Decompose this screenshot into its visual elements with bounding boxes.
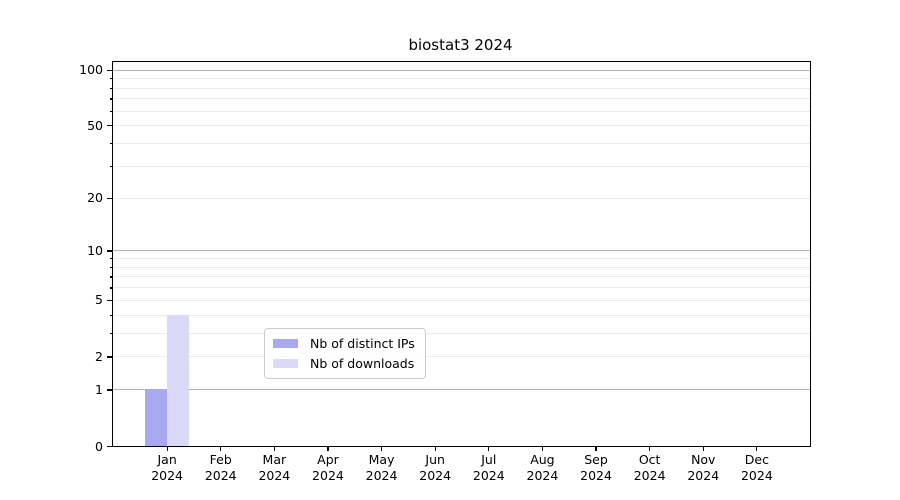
y-tick-label: 100 xyxy=(79,61,103,77)
minor-gridline xyxy=(113,258,810,260)
x-tick-mark xyxy=(327,446,329,451)
y-tick-mark xyxy=(107,250,112,252)
legend: Nb of distinct IPs Nb of downloads xyxy=(264,328,426,379)
minor-gridline xyxy=(113,166,810,167)
bar-distinct-ips-jan xyxy=(144,389,167,446)
x-tick-mark xyxy=(649,446,651,451)
y-minor-tick-mark xyxy=(109,332,112,335)
legend-item-downloads: Nb of downloads xyxy=(273,356,415,371)
y-minor-tick-mark xyxy=(109,166,112,168)
minor-gridline xyxy=(113,356,810,358)
minor-gridline xyxy=(113,314,810,316)
y-minor-tick-mark xyxy=(109,287,112,289)
major-gridline xyxy=(113,250,810,252)
y-minor-tick-mark xyxy=(109,87,112,89)
legend-label: Nb of distinct IPs xyxy=(310,336,415,351)
y-axis: 0 1 2 5 10 20 50 100 xyxy=(0,61,103,451)
x-tick-label: Mar 2024 xyxy=(258,452,291,483)
distinct-ips-swatch xyxy=(273,339,298,348)
x-tick-mark xyxy=(756,446,758,451)
y-minor-tick-mark xyxy=(109,78,112,80)
minor-gridline xyxy=(113,197,810,199)
x-tick-mark xyxy=(273,446,275,451)
minor-gridline xyxy=(113,110,810,112)
minor-gridline xyxy=(113,87,810,89)
y-minor-tick-mark xyxy=(109,314,112,316)
legend-label: Nb of downloads xyxy=(310,356,415,371)
y-tick-mark xyxy=(107,197,112,199)
y-minor-tick-mark xyxy=(109,98,112,100)
x-tick-mark xyxy=(488,446,490,451)
y-minor-tick-mark xyxy=(109,276,112,278)
legend-item-distinct-ips: Nb of distinct IPs xyxy=(273,336,415,351)
plot-area xyxy=(112,61,811,447)
y-tick-label: 0 xyxy=(95,438,103,454)
downloads-swatch xyxy=(273,359,298,368)
x-axis: Jan 2024 Feb 2024 Mar 2024 Apr 2024 May 2024… xyxy=(114,452,811,492)
y-tick-label: 2 xyxy=(95,348,103,364)
y-tick-mark xyxy=(107,125,112,127)
chart-title: biostat3 2024 xyxy=(408,36,513,54)
y-tick-label: 5 xyxy=(95,292,103,308)
y-tick-mark xyxy=(107,69,112,71)
x-tick-mark xyxy=(702,446,704,451)
x-tick-label: Sep 2024 xyxy=(580,452,612,483)
minor-gridline xyxy=(113,78,810,80)
x-tick-mark xyxy=(380,446,383,451)
x-tick-label: Jan 2024 xyxy=(151,452,184,483)
y-tick-label: 10 xyxy=(87,242,103,258)
x-tick-mark xyxy=(220,446,222,451)
x-tick-label: Dec 2024 xyxy=(740,452,773,483)
x-tick-mark xyxy=(595,446,597,451)
minor-gridline xyxy=(113,125,810,127)
x-tick-mark xyxy=(434,446,436,451)
x-tick-mark xyxy=(166,446,168,451)
x-tick-label: Feb 2024 xyxy=(204,452,237,483)
major-gridline xyxy=(113,389,810,391)
minor-gridline xyxy=(113,143,810,145)
y-tick-label: 20 xyxy=(87,190,103,205)
y-minor-tick-mark xyxy=(109,258,112,260)
y-tick-label: 50 xyxy=(87,117,103,133)
major-gridline xyxy=(113,69,810,71)
x-tick-mark xyxy=(541,446,543,451)
y-minor-tick-mark xyxy=(109,143,112,145)
y-tick-mark xyxy=(107,299,112,301)
bar-downloads-jan xyxy=(166,314,189,446)
x-tick-label: May 2024 xyxy=(365,452,398,483)
minor-gridline xyxy=(113,276,810,278)
x-tick-label: Nov 2024 xyxy=(687,452,720,483)
minor-gridline xyxy=(113,332,810,334)
minor-gridline xyxy=(113,266,810,268)
x-tick-label: Aug 2024 xyxy=(526,452,559,483)
y-tick-label: 1 xyxy=(95,381,103,397)
x-tick-label: Apr 2024 xyxy=(312,452,344,483)
x-tick-label: Oct 2024 xyxy=(633,452,666,483)
y-minor-tick-mark xyxy=(109,110,112,112)
y-minor-tick-mark xyxy=(109,266,112,269)
x-tick-label: Jun 2024 xyxy=(419,452,452,483)
minor-gridline xyxy=(113,98,810,100)
minor-gridline xyxy=(113,287,810,289)
y-tick-mark xyxy=(107,356,112,358)
y-tick-mark xyxy=(107,445,112,448)
minor-gridline xyxy=(113,299,810,301)
y-tick-mark xyxy=(107,389,112,391)
x-tick-label: Jul 2024 xyxy=(472,452,505,483)
